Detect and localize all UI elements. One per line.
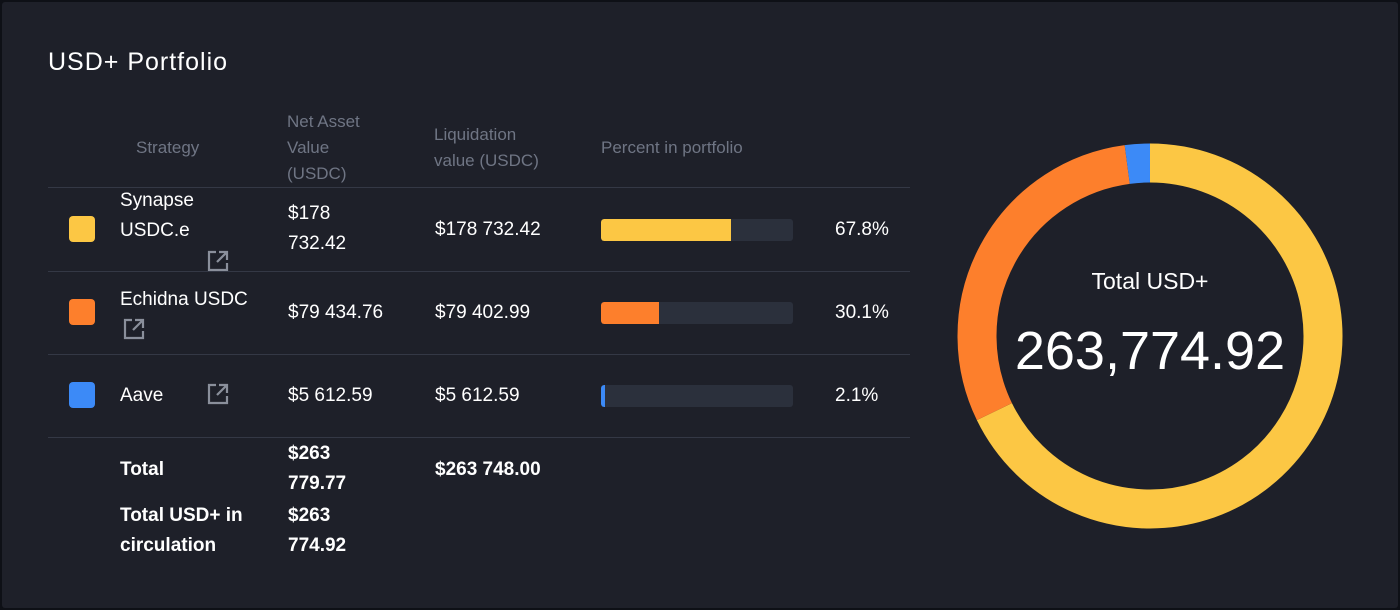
color-swatch [69, 299, 95, 325]
color-swatch [69, 382, 95, 408]
percent-bar-fill [601, 385, 606, 407]
external-link-icon[interactable] [206, 382, 230, 406]
color-swatch [69, 216, 95, 242]
circulation-label-line-1: Total USD+ in [120, 505, 243, 526]
total-label: Total [120, 459, 164, 480]
donut-slice [957, 145, 1131, 421]
portfolio-donut-chart [957, 143, 1343, 529]
row-divider [48, 354, 910, 355]
net-asset-value: $79 434.76 [288, 302, 384, 323]
donut-label: Total USD+ [1091, 268, 1209, 294]
circulation-label-line-2: circulation [120, 535, 217, 556]
header-liq-line-2: value (USDC) [434, 151, 539, 170]
header-strategy: Strategy [136, 138, 200, 157]
donut-total-value: 263,774.92 [1014, 321, 1286, 381]
circulation-value-line-2: 774.92 [288, 535, 347, 556]
total-nav-line-1: $263 [288, 443, 331, 464]
total-nav-line-2: 779.77 [288, 473, 347, 494]
total-net-asset-value: $263 779.77 [288, 439, 346, 499]
percent-bar-fill [601, 219, 732, 241]
page-title: USD+ Portfolio [48, 48, 229, 76]
liquidation-value: $178 732.42 [435, 219, 541, 240]
donut-arcs [957, 143, 1343, 529]
row-divider [48, 437, 910, 438]
liquidation-value: $79 402.99 [435, 302, 531, 323]
circulation-value: $263 774.92 [288, 501, 346, 561]
header-percent: Percent in portfolio [601, 138, 743, 157]
external-link-icon[interactable] [206, 249, 230, 273]
circulation-label: Total USD+ in circulation [120, 501, 243, 561]
percent-bar [601, 385, 793, 407]
percent-label: 67.8% [835, 219, 889, 240]
strategy-name-line-1: Synapse [120, 190, 194, 211]
row-divider [48, 271, 910, 272]
header-nav-line-1: Net Asset [287, 112, 360, 131]
nav-line-2: 732.42 [288, 233, 347, 254]
strategy-name-line-2: USDC.e [120, 220, 190, 241]
strategy-name: Aave [120, 385, 164, 406]
percent-bar [601, 302, 793, 324]
donut-slice [976, 143, 1343, 529]
nav-line-1: $178 [288, 203, 331, 224]
header-net-asset-value: Net Asset Value (USDC) [287, 109, 360, 187]
total-liquidation-value: $263 748.00 [435, 459, 541, 480]
net-asset-value: $5 612.59 [288, 385, 373, 406]
liquidation-value: $5 612.59 [435, 385, 520, 406]
header-liquidation-value: Liquidation value (USDC) [434, 122, 539, 174]
header-nav-line-2: Value [287, 138, 330, 157]
header-nav-line-3: (USDC) [287, 164, 347, 183]
net-asset-value: $178 732.42 [288, 199, 346, 259]
donut-slice [1124, 143, 1151, 184]
percent-label: 2.1% [835, 385, 879, 406]
percent-label: 30.1% [835, 302, 889, 323]
external-link-icon[interactable] [122, 317, 146, 341]
strategy-name: Echidna USDC [120, 289, 248, 310]
percent-bar-fill [601, 302, 659, 324]
row-divider [48, 187, 910, 188]
strategy-name: Synapse USDC.e [120, 186, 194, 246]
circulation-value-line-1: $263 [288, 505, 331, 526]
header-liq-line-1: Liquidation [434, 125, 517, 144]
percent-bar [601, 219, 793, 241]
